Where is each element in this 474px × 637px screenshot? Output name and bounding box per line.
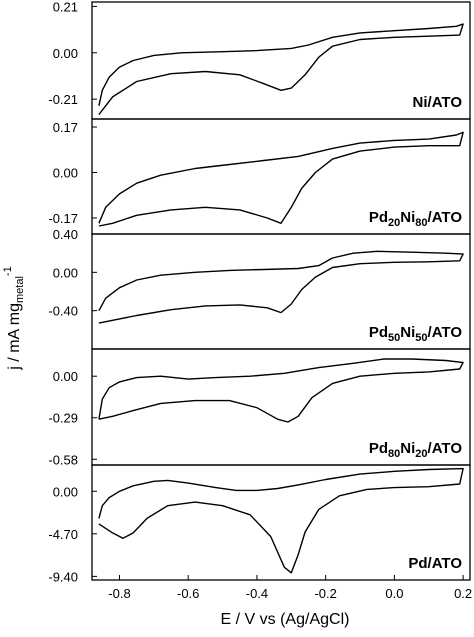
x-tick-label: -0.4 <box>246 586 268 601</box>
panel-3: 0.40 0.00 -0.40 Pd50Ni50/ATO <box>48 227 471 350</box>
y-tick-label: 0.00 <box>53 369 78 384</box>
y-axis-title-sup: -1 <box>2 266 14 276</box>
y-tick-label: 0.00 <box>53 265 78 280</box>
y-axis-title-main: j / mA mg <box>6 303 23 371</box>
y-tick-label: 0.00 <box>53 165 78 180</box>
y-tick-label: -0.40 <box>48 304 78 319</box>
x-tick-label: 0.2 <box>454 586 472 601</box>
cv-curve <box>98 23 464 116</box>
panel-label: Pd20Ni80/ATO <box>369 209 462 229</box>
panel-label: Ni/ATO <box>413 94 463 111</box>
y-tick-label: -0.29 <box>48 411 78 426</box>
panel-frame <box>91 464 471 581</box>
y-tick-label: 0.21 <box>53 0 78 14</box>
y-tick-label: -0.21 <box>48 92 78 107</box>
x-axis-title: E / V vs (Ag/AgCl) <box>221 611 350 628</box>
y-tick-label: -0.58 <box>48 452 78 467</box>
y-axis-title-sub: metal <box>14 276 26 303</box>
y-tick-label: 0.00 <box>53 484 78 499</box>
y-tick-label: -0.17 <box>48 211 78 226</box>
panel-label: Pd50Ni50/ATO <box>369 324 462 344</box>
x-tick-label: -0.8 <box>108 586 130 601</box>
panel-5: 0.00 -4.70 -9.40 Pd/ATO <box>48 464 471 584</box>
panel-2: 0.17 0.00 -0.17 Pd20Ni80/ATO <box>48 118 471 235</box>
cv-curve <box>98 250 464 324</box>
cv-curve <box>98 358 464 423</box>
y-tick-label: -4.70 <box>48 527 78 542</box>
x-tick-label: -0.6 <box>177 586 199 601</box>
svg-text:j / mA mgmetal-1: j / mA mgmetal-1 <box>2 266 26 370</box>
x-tick-label: -0.2 <box>314 586 336 601</box>
y-axis-title: j / mA mgmetal-1 <box>2 266 26 370</box>
y-tick-label: 0.00 <box>53 46 78 61</box>
cv-curve <box>98 131 464 227</box>
cv-curve <box>98 467 464 574</box>
panel-label: Pd80Ni20/ATO <box>369 440 462 460</box>
x-tick-label: 0.0 <box>385 586 403 601</box>
panel-4: 0.00 -0.29 -0.58 Pd80Ni20/ATO <box>48 348 471 467</box>
y-tick-label: 0.17 <box>53 120 78 135</box>
y-tick-label: 0.40 <box>53 227 78 242</box>
panel-1: 0.21 0.00 -0.21 Ni/ATO <box>48 0 471 120</box>
y-tick-label: -9.40 <box>48 569 78 584</box>
x-axis: -0.8 -0.6 -0.4 -0.2 0.0 0.2 <box>108 575 472 601</box>
panel-label: Pd/ATO <box>408 555 462 572</box>
